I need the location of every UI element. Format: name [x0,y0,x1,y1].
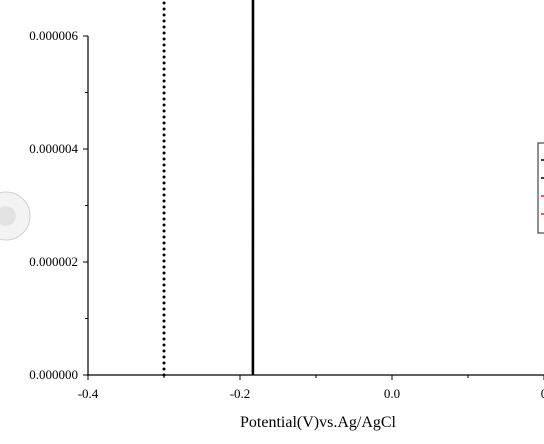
legend-box [537,142,544,234]
y-tick-label: 0.000004 [29,141,78,156]
y-tick-label: 0.000006 [29,28,78,43]
series-line-2 [162,0,166,377]
drag-handle[interactable] [0,191,31,241]
series-line-1 [251,0,255,376]
x-tick-label: 0 [541,386,544,401]
x-tick-label: 0.0 [384,386,400,401]
y-tick-label: 0.000000 [29,367,78,382]
series-layer [162,0,255,377]
y-tick-label: 0.000002 [29,254,78,269]
x-axis-title: Potential(V)vs.Ag/AgCl [240,414,397,431]
x-tick-label: -0.4 [78,386,99,401]
x-tick-label: -0.2 [230,386,251,401]
legend-frame [537,142,544,234]
axes: 0.000000 0.000002 0.000004 0.000006 -0.4 -0.2… [29,28,544,401]
